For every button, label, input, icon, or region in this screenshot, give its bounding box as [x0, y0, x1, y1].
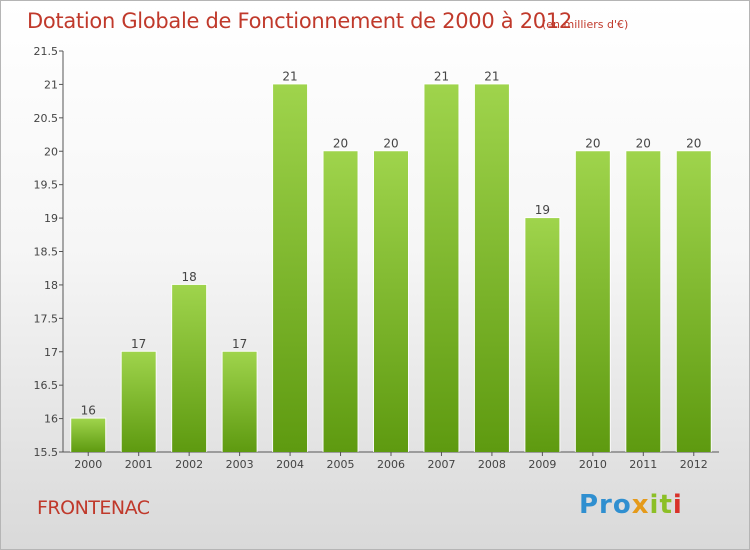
bar-2007	[424, 84, 459, 453]
x-tick-label: 2002	[175, 458, 203, 471]
y-tick-label: 18	[44, 279, 58, 292]
bar-2003	[222, 351, 257, 452]
value-label: 21	[484, 69, 499, 83]
x-tick-label: 2005	[327, 458, 355, 471]
y-tick-label: 21.5	[34, 45, 59, 58]
value-label: 17	[131, 337, 146, 351]
y-tick-label: 19.5	[34, 179, 59, 192]
value-label: 21	[434, 69, 449, 83]
x-tick-label: 2009	[528, 458, 556, 471]
axes: 15.5 16 16.5 17 17.5 18 18.5 19 19.5 20 20.5 21 21.5…	[34, 45, 719, 471]
value-label: 20	[383, 136, 398, 150]
value-label: 21	[282, 69, 297, 83]
value-label: 20	[585, 136, 600, 150]
logo-part-4: i	[672, 490, 683, 520]
bar-2006	[374, 151, 408, 452]
value-label: 16	[81, 404, 96, 418]
logo-part-3: it	[649, 490, 673, 520]
bar-2008	[474, 84, 509, 453]
bar-2011	[626, 151, 661, 452]
y-tick-label: 21	[44, 78, 58, 91]
bars	[70, 83, 712, 453]
bar-2004	[273, 84, 308, 453]
y-tick-label: 18.5	[34, 246, 59, 259]
bar-2012	[676, 151, 711, 452]
y-tick-label: 16	[44, 413, 58, 426]
x-tick-label: 2003	[226, 458, 254, 471]
x-tick-label: 2008	[478, 458, 506, 471]
value-label: 17	[232, 337, 247, 351]
x-tick-label: 2010	[579, 458, 607, 471]
chart-subtitle: (en milliers d'€)	[542, 18, 629, 31]
commune-name: FRONTENAC	[37, 497, 150, 519]
bar-2001	[121, 351, 156, 452]
y-tick-label: 20.5	[34, 112, 59, 125]
y-tick-label: 15.5	[34, 446, 59, 459]
x-tick-label: 2007	[427, 458, 455, 471]
logo-part-1: Pro	[579, 490, 632, 520]
value-labels: 16 17 18 17 21 20 20 21 21 19 20 20 20	[81, 69, 702, 417]
x-tick-label: 2004	[276, 458, 304, 471]
y-tick-label: 16.5	[34, 379, 59, 392]
x-tick-label: 2000	[74, 458, 102, 471]
bar-2002	[172, 284, 207, 452]
value-label: 20	[686, 136, 701, 150]
y-tick-label: 20	[44, 145, 58, 158]
bar-2009	[525, 218, 560, 452]
y-tick-label: 19	[44, 212, 58, 225]
logo-part-2: x	[631, 490, 650, 520]
bar-2005	[323, 151, 358, 452]
value-label: 18	[182, 270, 197, 284]
value-label: 20	[333, 136, 348, 150]
chart-title: Dotation Globale de Fonctionnement de 20…	[27, 9, 572, 33]
bar-2010	[575, 151, 610, 452]
x-tick-label: 2012	[680, 458, 708, 471]
bar-2000	[71, 418, 106, 452]
value-label: 20	[636, 136, 651, 150]
y-tick-label: 17.5	[34, 312, 59, 325]
value-label: 19	[535, 203, 550, 217]
x-tick-label: 2011	[629, 458, 657, 471]
x-tick-label: 2001	[125, 458, 153, 471]
x-tick-label: 2006	[377, 458, 405, 471]
proxiti-logo[interactable]: Proxiti	[579, 490, 683, 520]
y-tick-label: 17	[44, 346, 58, 359]
